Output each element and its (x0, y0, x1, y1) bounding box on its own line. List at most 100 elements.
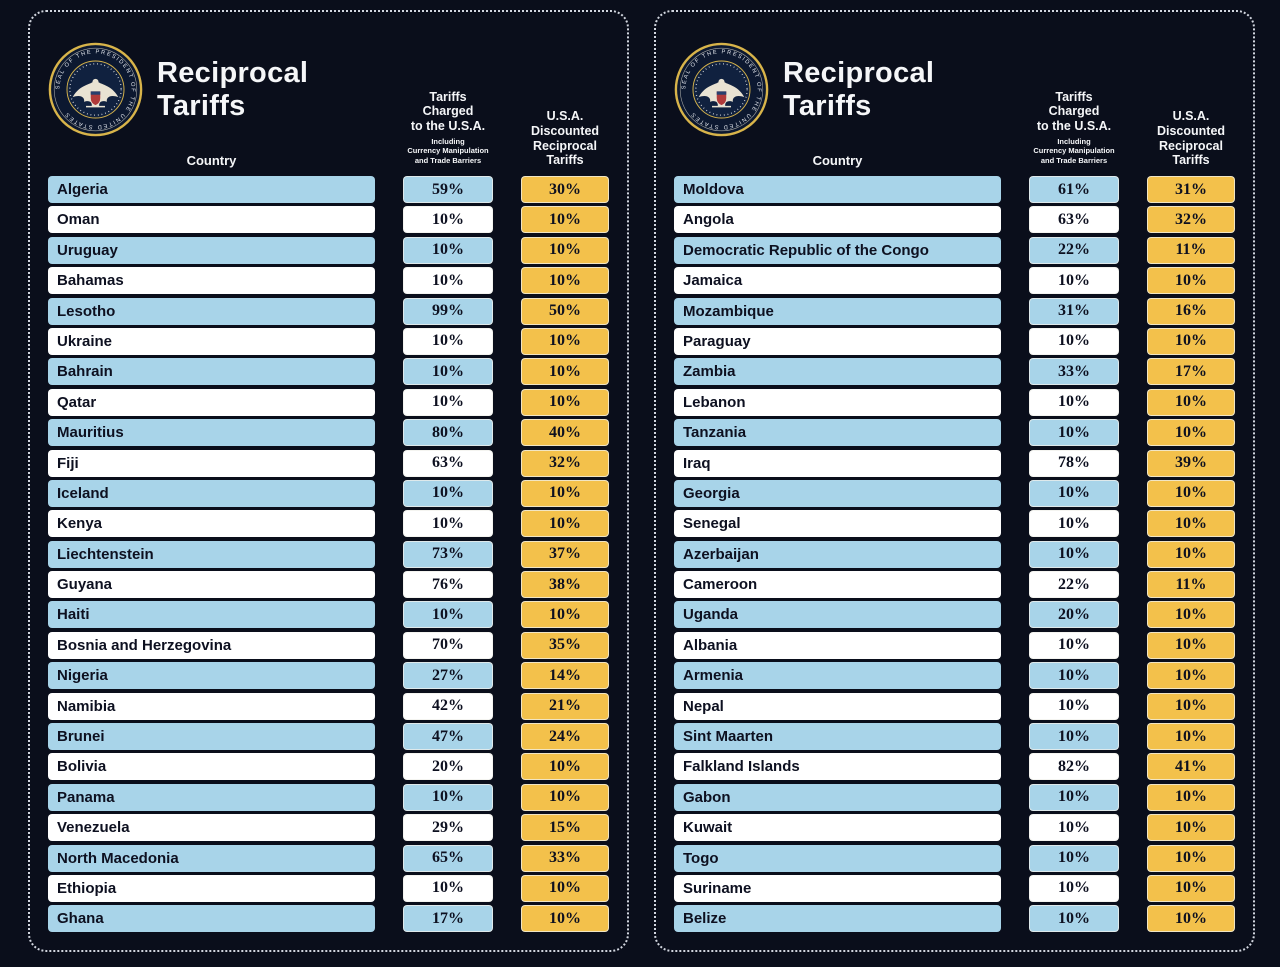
charged-tariff-cell: 63% (403, 449, 493, 477)
country-cell: Bahamas (48, 267, 375, 295)
charged-tariff-cell: 10% (1029, 692, 1119, 720)
discounted-tariff-cell: 10% (521, 267, 609, 295)
charged-tariff-cell: 59% (403, 176, 493, 203)
country-cell: Algeria (48, 176, 375, 203)
discounted-header-line: Reciprocal Tariffs (1159, 138, 1223, 168)
table-row: Senegal 10% 10% (674, 510, 1235, 538)
country-cell: Kuwait (674, 814, 1001, 842)
table-row: Panama 10% 10% (48, 783, 609, 811)
country-cell: Namibia (48, 692, 375, 720)
discounted-tariff-cell: 50% (521, 297, 609, 325)
column-header-charged: Tariffs Charged to the U.S.A. Including … (403, 90, 493, 168)
table-row: Brunei 47% 24% (48, 723, 609, 751)
country-cell: Ukraine (48, 327, 375, 355)
charged-tariff-cell: 10% (1029, 510, 1119, 538)
charged-tariff-cell: 10% (403, 206, 493, 234)
tariff-table: Moldova 61% 31% Angola 63% 32% Democrati… (674, 176, 1235, 933)
discounted-tariff-cell: 10% (1147, 267, 1235, 295)
charged-tariff-cell: 10% (1029, 479, 1119, 507)
charged-tariff-cell: 10% (403, 874, 493, 902)
table-row: Qatar 10% 10% (48, 388, 609, 416)
discounted-tariff-cell: 39% (1147, 449, 1235, 477)
discounted-tariff-cell: 10% (1147, 419, 1235, 447)
charged-header-sub: Currency Manipulation (1033, 146, 1115, 156)
table-row: Gabon 10% 10% (674, 783, 1235, 811)
discounted-tariff-cell: 41% (1147, 753, 1235, 781)
charged-tariff-cell: 17% (403, 905, 493, 933)
country-cell: Angola (674, 206, 1001, 234)
table-row: Ukraine 10% 10% (48, 327, 609, 355)
charged-header-sub: Including (1057, 136, 1091, 146)
panel-header: SEAL OF THE PRESIDENT OF THE UNITED STAT… (674, 22, 1235, 168)
charged-tariff-cell: 10% (403, 510, 493, 538)
discounted-tariff-cell: 11% (1147, 571, 1235, 599)
table-row: Jamaica 10% 10% (674, 267, 1235, 295)
discounted-tariff-cell: 32% (1147, 206, 1235, 234)
table-row: Sint Maarten 10% 10% (674, 723, 1235, 751)
charged-tariff-cell: 10% (403, 601, 493, 629)
charged-tariff-cell: 10% (1029, 874, 1119, 902)
country-cell: Ghana (48, 905, 375, 933)
country-cell: Kenya (48, 510, 375, 538)
country-cell: Sint Maarten (674, 723, 1001, 751)
charged-tariff-cell: 10% (1029, 419, 1119, 447)
charged-tariff-cell: 10% (1029, 723, 1119, 751)
table-row: Kuwait 10% 10% (674, 814, 1235, 842)
discounted-tariff-cell: 21% (521, 692, 609, 720)
table-row: Zambia 33% 17% (674, 358, 1235, 386)
table-row: Bolivia 20% 10% (48, 753, 609, 781)
charged-tariff-cell: 10% (403, 388, 493, 416)
discounted-tariff-cell: 10% (521, 236, 609, 264)
discounted-tariff-cell: 10% (521, 358, 609, 386)
presidential-seal-icon: SEAL OF THE PRESIDENT OF THE UNITED STAT… (48, 42, 143, 137)
table-row: Nepal 10% 10% (674, 692, 1235, 720)
panel-header: SEAL OF THE PRESIDENT OF THE UNITED STAT… (48, 22, 609, 168)
charged-tariff-cell: 20% (1029, 601, 1119, 629)
country-cell: Jamaica (674, 267, 1001, 295)
table-row: Mauritius 80% 40% (48, 419, 609, 447)
country-cell: Bahrain (48, 358, 375, 386)
discounted-tariff-cell: 10% (1147, 631, 1235, 659)
country-cell: Qatar (48, 388, 375, 416)
country-cell: Lebanon (674, 388, 1001, 416)
charged-tariff-cell: 10% (403, 479, 493, 507)
eagle-emblem-icon (72, 78, 119, 108)
charged-tariff-cell: 10% (1029, 327, 1119, 355)
country-cell: Georgia (674, 479, 1001, 507)
charged-header-sub: and Trade Barriers (1040, 155, 1108, 165)
charged-tariff-cell: 10% (403, 327, 493, 355)
discounted-tariff-cell: 15% (521, 814, 609, 842)
table-row: Venezuela 29% 15% (48, 814, 609, 842)
charged-tariff-cell: 22% (1029, 571, 1119, 599)
charged-tariff-cell: 29% (403, 814, 493, 842)
table-row: Cameroon 22% 11% (674, 571, 1235, 599)
country-cell: Moldova (674, 176, 1001, 203)
country-cell: Uruguay (48, 236, 375, 264)
charged-tariff-cell: 76% (403, 571, 493, 599)
table-row: Bahamas 10% 10% (48, 267, 609, 295)
board-title: Reciprocal Tariffs (157, 56, 309, 122)
discounted-tariff-cell: 10% (521, 905, 609, 933)
discounted-tariff-cell: 10% (521, 479, 609, 507)
brand-header: SEAL OF THE PRESIDENT OF THE UNITED STAT… (674, 42, 1001, 137)
column-header-country: Country (186, 153, 237, 168)
discounted-tariff-cell: 10% (1147, 692, 1235, 720)
discounted-tariff-cell: 35% (521, 631, 609, 659)
discounted-tariff-cell: 17% (1147, 358, 1235, 386)
table-row: Azerbaijan 10% 10% (674, 540, 1235, 568)
country-cell: Mozambique (674, 297, 1001, 325)
table-row: Oman 10% 10% (48, 206, 609, 234)
charged-tariff-cell: 99% (403, 297, 493, 325)
board-title: Reciprocal Tariffs (783, 56, 935, 122)
charged-tariff-cell: 22% (1029, 236, 1119, 264)
table-row: Algeria 59% 30% (48, 176, 609, 203)
country-cell: Togo (674, 844, 1001, 872)
charged-header-line: Tariffs Charged (422, 89, 474, 119)
country-cell: Guyana (48, 571, 375, 599)
discounted-tariff-cell: 16% (1147, 297, 1235, 325)
discounted-tariff-cell: 10% (1147, 540, 1235, 568)
table-row: Kenya 10% 10% (48, 510, 609, 538)
discounted-tariff-cell: 10% (521, 601, 609, 629)
charged-header-line: Tariffs Charged (1048, 89, 1100, 119)
charged-tariff-cell: 10% (1029, 783, 1119, 811)
